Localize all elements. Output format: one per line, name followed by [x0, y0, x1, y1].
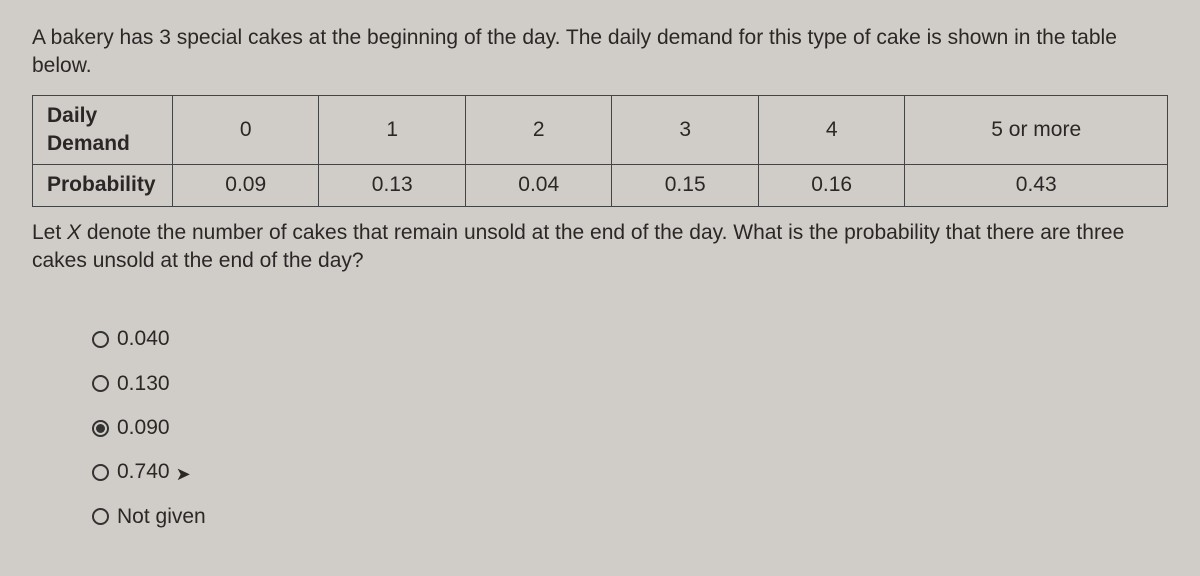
row-label-prob: Probability — [33, 165, 173, 206]
table-row: Daily Demand 0 1 2 3 4 5 or more — [33, 95, 1168, 165]
option-2[interactable]: 0.130 — [92, 370, 1168, 398]
cell: 2 — [465, 95, 611, 165]
cursor-icon: ➤ — [176, 462, 191, 486]
question-followup: Let X denote the number of cakes that re… — [32, 219, 1168, 276]
cell: 0.09 — [173, 165, 319, 206]
cell: 5 or more — [905, 95, 1168, 165]
option-5[interactable]: Not given — [92, 503, 1168, 531]
radio-icon[interactable] — [92, 420, 109, 437]
demand-table: Daily Demand 0 1 2 3 4 5 or more Probabi… — [32, 95, 1168, 207]
cell: 0.15 — [612, 165, 758, 206]
option-label: 0.740 — [117, 458, 170, 486]
cell: 4 — [758, 95, 904, 165]
option-4[interactable]: 0.740➤ — [92, 458, 1168, 486]
option-3[interactable]: 0.090 — [92, 414, 1168, 442]
followup-pre: Let — [32, 221, 67, 244]
table-row: Probability 0.09 0.13 0.04 0.15 0.16 0.4… — [33, 165, 1168, 206]
cell: 0.16 — [758, 165, 904, 206]
option-label: Not given — [117, 503, 206, 531]
option-1[interactable]: 0.040 — [92, 325, 1168, 353]
cell: 0 — [173, 95, 319, 165]
cell: 0.43 — [905, 165, 1168, 206]
question-intro: A bakery has 3 special cakes at the begi… — [32, 24, 1168, 81]
option-label: 0.130 — [117, 370, 170, 398]
radio-icon[interactable] — [92, 464, 109, 481]
radio-icon[interactable] — [92, 375, 109, 392]
cell: 3 — [612, 95, 758, 165]
radio-icon[interactable] — [92, 331, 109, 348]
answer-options: 0.040 0.130 0.090 0.740➤ Not given — [32, 325, 1168, 531]
option-label: 0.040 — [117, 325, 170, 353]
cell: 1 — [319, 95, 465, 165]
followup-post: denote the number of cakes that remain u… — [32, 221, 1124, 272]
radio-icon[interactable] — [92, 508, 109, 525]
cell: 0.13 — [319, 165, 465, 206]
variable-x: X — [67, 221, 81, 244]
option-label: 0.090 — [117, 414, 170, 442]
row-label-demand: Daily Demand — [33, 95, 173, 165]
cell: 0.04 — [465, 165, 611, 206]
